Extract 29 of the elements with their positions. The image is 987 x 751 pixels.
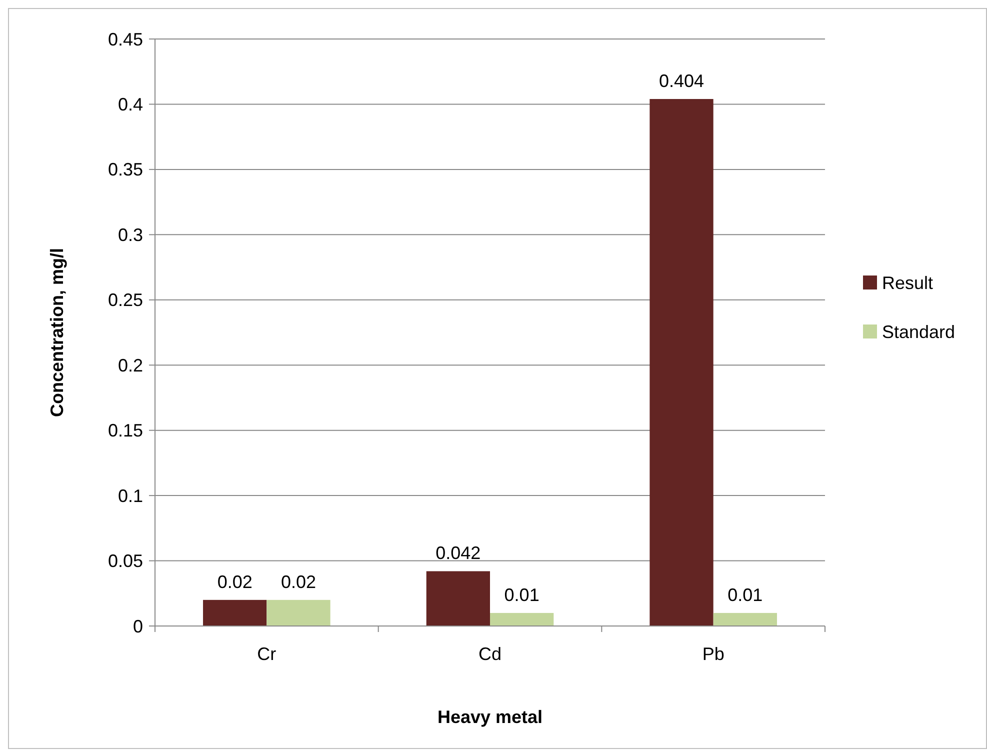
x-tick-label: Pb [702, 644, 724, 664]
data-label: 0.01 [728, 584, 763, 605]
bar [203, 600, 267, 626]
bar [426, 571, 490, 626]
y-tick-label: 0.35 [108, 160, 143, 180]
bar [713, 612, 777, 626]
data-label: 0.042 [436, 543, 481, 564]
data-label: 0.404 [658, 71, 704, 92]
bar [490, 612, 554, 626]
x-tick-label: Cd [478, 644, 502, 664]
y-tick-label: 0 [132, 616, 143, 636]
y-tick-label: 0.2 [118, 355, 143, 376]
data-label: 0.02 [280, 572, 316, 592]
y-tick-label: 0.4 [118, 94, 143, 115]
y-tick-label: 0.1 [118, 486, 143, 506]
bar [266, 600, 330, 626]
x-axis-title: Heavy metal [437, 707, 543, 727]
y-tick-label: 0.25 [108, 290, 143, 310]
bar [650, 99, 714, 626]
y-tick-label: 0.15 [108, 420, 143, 441]
y-tick-label: 0.45 [108, 29, 143, 50]
data-label: 0.01 [504, 584, 540, 605]
legend-label: Standard [882, 322, 956, 342]
legend-label: Result [882, 272, 934, 293]
x-tick-label: Cr [257, 644, 276, 664]
y-tick-label: 0.05 [108, 551, 143, 572]
y-tick-label: 0.3 [118, 224, 143, 245]
data-label: 0.02 [217, 572, 252, 592]
y-axis-title: Concentration, mg/l [47, 248, 67, 418]
